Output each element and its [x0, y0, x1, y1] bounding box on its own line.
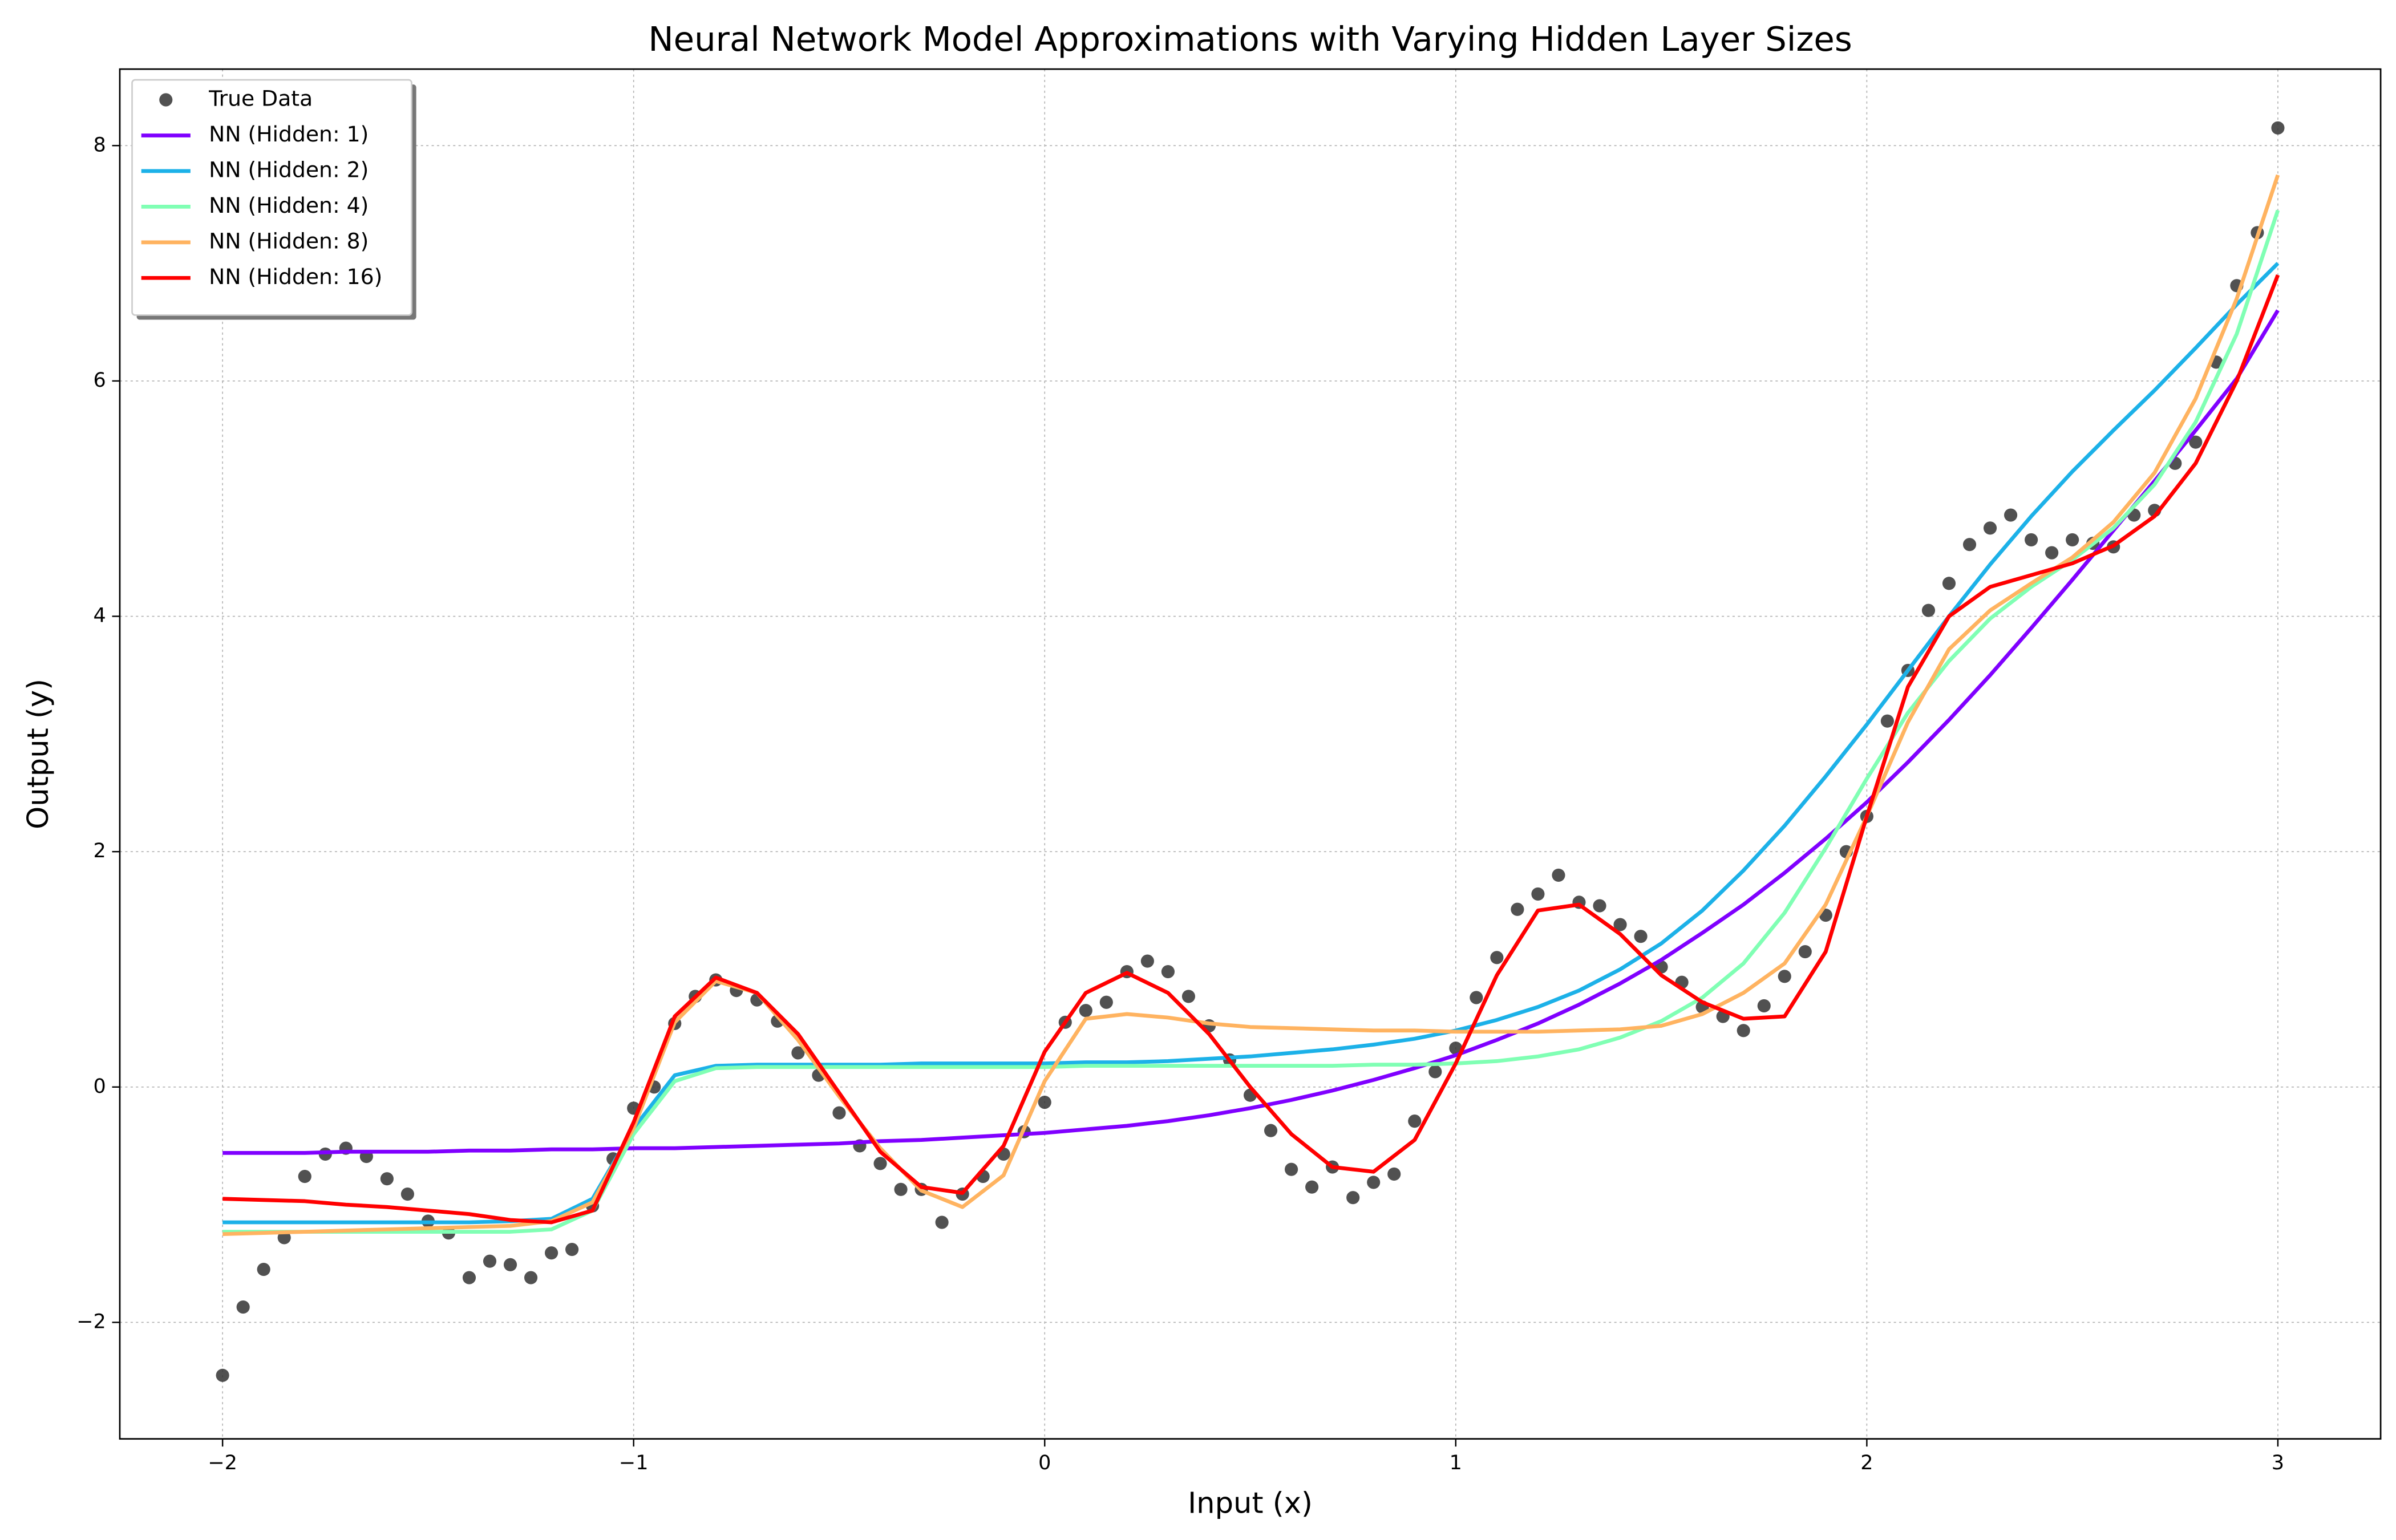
data-point — [1346, 1191, 1360, 1205]
data-point — [1367, 1176, 1381, 1189]
data-point — [791, 1046, 805, 1060]
data-point — [935, 1215, 949, 1229]
data-point — [1408, 1115, 1422, 1128]
data-point — [565, 1242, 579, 1257]
data-point — [1962, 538, 1977, 552]
data-point — [1593, 899, 1606, 913]
x-tick-label: 2 — [1860, 1452, 1873, 1474]
y-tick-label: 6 — [94, 369, 106, 392]
data-point — [2004, 508, 2018, 522]
data-point — [1757, 999, 1771, 1013]
data-point — [1983, 521, 1997, 535]
y-tick-label: 2 — [94, 840, 106, 862]
data-point — [1511, 902, 1524, 916]
data-point — [2025, 533, 2038, 546]
data-point — [1387, 1167, 1401, 1181]
data-point — [462, 1271, 476, 1284]
data-point — [1531, 887, 1545, 901]
plot-frame — [119, 68, 2382, 1440]
data-point — [1490, 951, 1504, 964]
legend-marker — [159, 93, 173, 107]
data-point — [380, 1172, 394, 1186]
x-tick-label: −2 — [208, 1452, 237, 1474]
data-point — [1634, 930, 1648, 943]
data-point — [236, 1300, 250, 1314]
data-point — [1921, 603, 1936, 617]
y-axis-label: Output (y) — [22, 679, 55, 829]
data-point — [1737, 1024, 1750, 1038]
series-line — [222, 209, 2280, 1234]
data-point — [545, 1246, 558, 1260]
data-point — [1038, 1096, 1051, 1109]
legend-label: True Data — [208, 86, 313, 111]
data-point — [298, 1170, 311, 1184]
data-point — [2045, 546, 2059, 560]
data-point — [1305, 1180, 1319, 1194]
data-point — [216, 1368, 229, 1382]
legend-label: NN (Hidden: 2) — [209, 157, 369, 182]
data-point — [1942, 577, 1956, 590]
legend-label: NN (Hidden: 16) — [209, 264, 382, 289]
y-tick-label: 8 — [94, 133, 106, 156]
data-point — [1181, 990, 1196, 1003]
data-point — [1880, 714, 1894, 728]
data-point — [524, 1271, 538, 1284]
data-point — [1778, 970, 1791, 983]
data-point — [1552, 868, 1565, 882]
x-tick-label: 1 — [1450, 1452, 1462, 1474]
data-point — [1140, 954, 1154, 968]
x-tick-label: 3 — [2272, 1452, 2284, 1474]
data-point — [1285, 1162, 1298, 1176]
x-tick-label: −1 — [619, 1452, 649, 1474]
y-tick-label: 0 — [94, 1075, 106, 1098]
x-tick-label: 0 — [1038, 1452, 1051, 1474]
legend-box — [131, 79, 412, 316]
data-point — [1161, 965, 1175, 979]
series-line — [222, 174, 2280, 1237]
data-point — [873, 1157, 887, 1170]
chart-title: Neural Network Model Approximations with… — [648, 19, 1852, 59]
series-line — [222, 262, 2280, 1225]
data-point — [1099, 995, 1113, 1009]
data-point — [1079, 1004, 1092, 1018]
data-point — [2066, 533, 2079, 546]
data-point — [503, 1258, 517, 1271]
y-tick-label: 4 — [94, 605, 106, 627]
data-point — [1798, 945, 1812, 959]
data-point — [2189, 435, 2203, 449]
y-tick-label: −2 — [76, 1310, 106, 1333]
data-point — [400, 1187, 414, 1201]
data-point — [1428, 1065, 1442, 1079]
series-line — [222, 274, 2280, 1225]
data-point — [1264, 1124, 1278, 1137]
data-point — [257, 1263, 270, 1276]
data-point — [483, 1254, 497, 1268]
legend-label: NN (Hidden: 1) — [209, 121, 369, 147]
legend-label: NN (Hidden: 8) — [209, 228, 369, 253]
data-point — [832, 1106, 846, 1120]
data-point — [1613, 918, 1627, 931]
series-line — [222, 309, 2280, 1155]
x-axis-label: Input (x) — [1188, 1486, 1313, 1520]
data-point — [2271, 121, 2285, 135]
data-point — [1449, 1041, 1463, 1055]
data-point — [1470, 991, 1483, 1004]
legend-label: NN (Hidden: 4) — [209, 193, 369, 218]
data-point — [894, 1182, 908, 1196]
